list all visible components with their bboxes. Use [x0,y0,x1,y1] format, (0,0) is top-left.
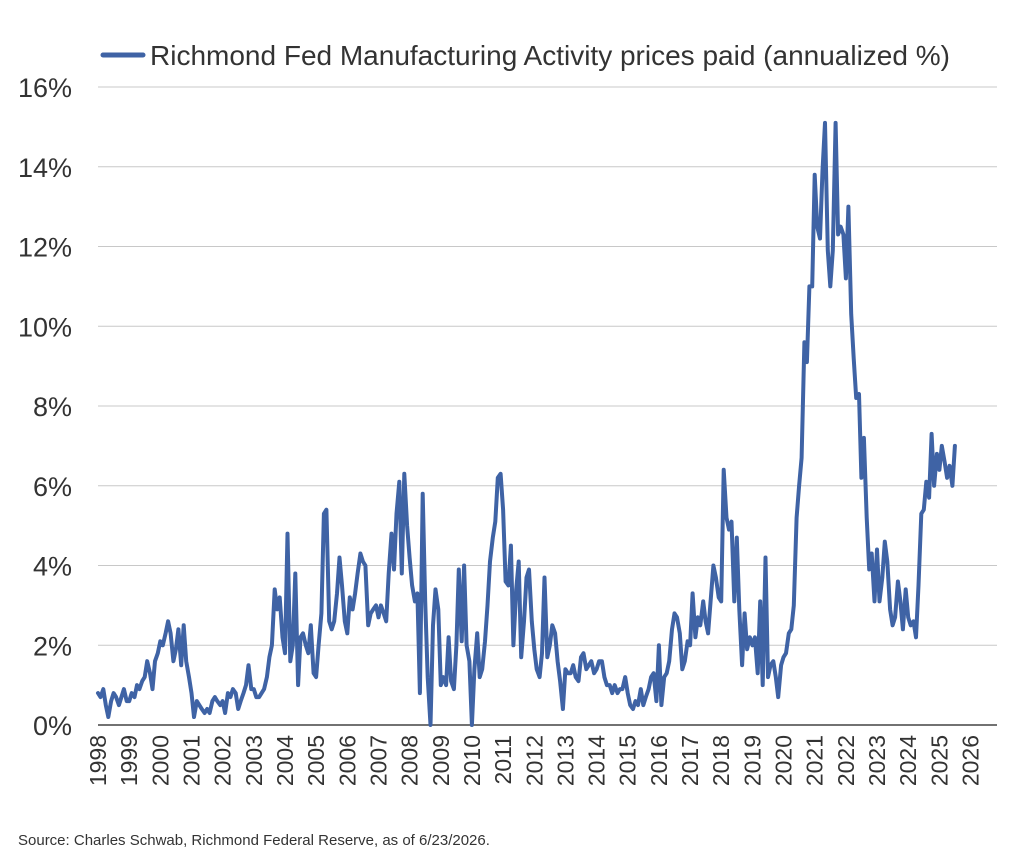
x-tick-label: 2007 [365,735,391,786]
x-tick-label: 2018 [708,735,734,786]
legend-label: Richmond Fed Manufacturing Activity pric… [150,40,950,71]
x-tick-label: 2008 [397,735,423,786]
line-chart: 0%2%4%6%8%10%12%14%16% 1998 1999 2000 2001 2… [18,40,997,786]
x-tick-label: 2006 [334,735,360,786]
x-tick-label: 2024 [895,735,921,786]
y-tick-label: 16% [18,73,72,103]
x-tick-label: 2021 [802,735,828,786]
y-tick-label: 14% [18,153,72,183]
x-tick-label: 2009 [428,735,454,786]
x-tick-label: 1999 [116,735,142,786]
x-tick-label: 2011 [490,735,516,784]
x-tick-label: 2014 [584,735,610,786]
x-tick-label: 2000 [147,735,173,786]
y-tick-label: 2% [33,631,72,661]
x-tick-label: 2015 [615,735,641,786]
x-tick-label: 2010 [459,735,485,786]
x-tick-label: 2013 [552,735,578,786]
x-tick-label: 2003 [241,735,267,786]
x-tick-label: 2025 [926,735,952,786]
x-tick-label: 2012 [521,735,547,786]
x-tick-label: 2019 [739,735,765,786]
y-tick-label: 10% [18,312,72,342]
legend: Richmond Fed Manufacturing Activity pric… [100,40,950,71]
x-tick-label: 2022 [833,735,859,786]
x-tick-label: 2020 [771,735,797,786]
y-tick-label: 8% [33,392,72,422]
x-tick-label: 2002 [210,735,236,786]
x-axis-ticks: 1998 1999 2000 2001 2002 2003 2004 2005 2006 2007… [85,735,984,786]
y-tick-label: 12% [18,233,72,263]
x-tick-label: 2005 [303,735,329,786]
x-tick-label: 2001 [178,735,204,786]
series-layer [96,120,957,727]
series-line [96,120,957,727]
x-tick-label: 1998 [85,735,111,786]
source-note: Source: Charles Schwab, Richmond Federal… [18,832,490,849]
x-tick-label: 2017 [677,735,703,786]
gridlines [98,86,997,726]
y-axis-ticks: 0% 2% 4% 6% 8% 10% 12% 14% 16% [18,73,72,741]
x-tick-label: 2016 [646,735,672,786]
y-tick-label: 0% [33,711,72,741]
x-tick-label: 2026 [958,735,984,786]
y-tick-label: 4% [33,552,72,582]
y-tick-label: 6% [33,472,72,502]
x-tick-label: 2004 [272,735,298,786]
x-tick-label: 2023 [864,735,890,786]
